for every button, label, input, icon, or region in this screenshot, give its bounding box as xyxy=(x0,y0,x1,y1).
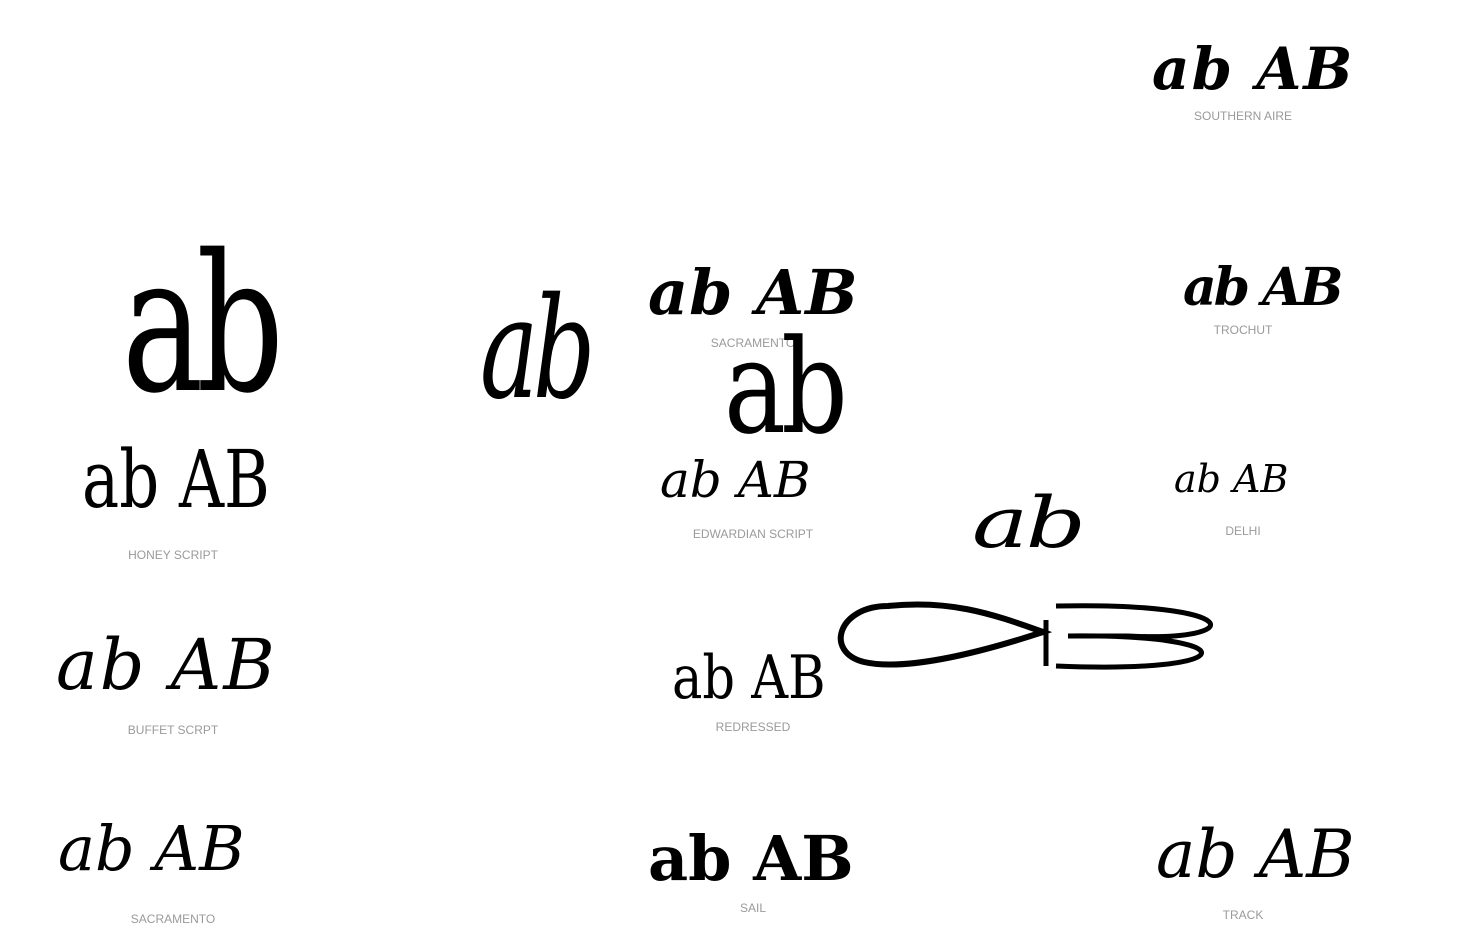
label-edwardian-script: EDWARDIAN SCRIPT xyxy=(692,527,814,541)
label-track: TRACK xyxy=(1222,908,1264,922)
label-sacramento-bottom: SACRAMENTO xyxy=(130,912,216,926)
specimen-southern-aire: ab AB xyxy=(1152,35,1355,103)
specimen-redressed: ab AB xyxy=(672,643,826,713)
specimen-edwardian-script: ab AB xyxy=(660,451,811,509)
label-sacramento-top: SACRAMENTO xyxy=(710,336,796,350)
specimen-honey-script-large: ab xyxy=(122,214,284,435)
specimen-track: ab AB xyxy=(1156,816,1355,893)
label-sail: SAIL xyxy=(739,901,767,915)
specimen-edwardian-large: ab xyxy=(724,311,848,463)
label-southern-aire: SOUTHERN AIRE xyxy=(1193,109,1293,123)
label-buffet-script: BUFFET SCRPT xyxy=(127,723,219,737)
label-honey-script: HONEY SCRIPT xyxy=(128,548,218,562)
label-redressed: REDRESSED xyxy=(715,720,791,734)
floating-sample-ab-left: ab xyxy=(480,268,596,431)
specimen-buffet-script: ab AB xyxy=(56,624,277,706)
floating-sample-ab-right: ab xyxy=(972,482,1086,564)
label-trochut: TROCHUT xyxy=(1213,323,1273,337)
specimen-sacramento-top: ab AB xyxy=(648,256,859,329)
specimen-delhi: ab AB xyxy=(1174,457,1289,501)
specimen-sacramento-bottom: ab AB xyxy=(58,812,245,885)
label-delhi: DELHI xyxy=(1225,524,1261,538)
specimen-sail: ab AB xyxy=(648,822,854,895)
specimen-trochut: ab AB xyxy=(1183,257,1343,318)
specimen-honey-script: ab AB xyxy=(82,433,270,526)
flourish-swash-decoration xyxy=(837,601,1213,670)
